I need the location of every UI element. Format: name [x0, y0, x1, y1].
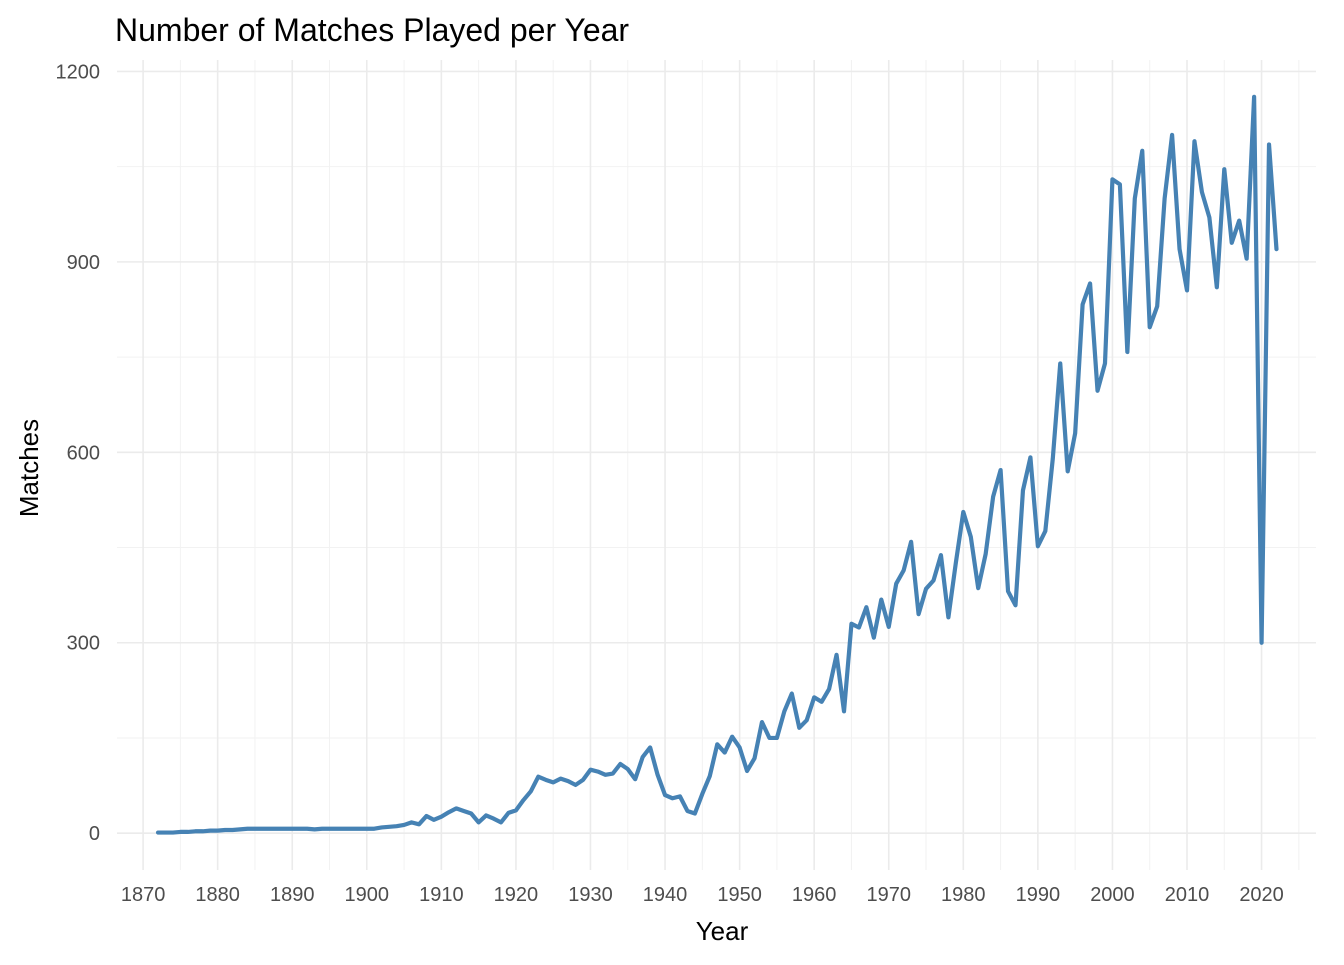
y-axis-title: Matches	[14, 419, 44, 517]
y-tick-label: 1200	[56, 61, 101, 83]
x-tick-label: 1900	[345, 884, 390, 906]
x-tick-label: 1920	[494, 884, 539, 906]
x-tick-label: 2020	[1239, 884, 1284, 906]
minor-gridlines	[117, 60, 1316, 870]
x-tick-label: 1940	[643, 884, 688, 906]
y-tick-label: 600	[67, 442, 100, 464]
x-tick-label: 1970	[866, 884, 911, 906]
x-tick-label: 1950	[717, 884, 762, 906]
x-tick-label: 1960	[792, 884, 837, 906]
x-tick-label: 1990	[1016, 884, 1061, 906]
x-tick-label: 1890	[270, 884, 315, 906]
y-tick-label: 300	[67, 633, 100, 655]
series-layer	[155, 94, 1279, 835]
x-axis-ticks: 1870 1880 1890 1900 1910 1920 1930 1940 1950 1960…	[121, 884, 1284, 906]
major-gridlines	[117, 60, 1316, 870]
x-tick-label: 1870	[121, 884, 166, 906]
x-tick-label: 1910	[419, 884, 464, 906]
x-tick-label: 2010	[1165, 884, 1210, 906]
matches-line	[155, 94, 1279, 835]
x-tick-label: 1880	[195, 884, 240, 906]
x-tick-label: 2000	[1090, 884, 1135, 906]
x-tick-label: 1930	[568, 884, 613, 906]
chart-title: Number of Matches Played per Year	[115, 12, 629, 48]
x-axis-title: Year	[696, 916, 749, 946]
y-tick-label: 900	[67, 252, 100, 274]
y-tick-label: 0	[89, 823, 100, 845]
x-tick-label: 1980	[941, 884, 986, 906]
y-axis-ticks: 0 300 600 900 1200	[56, 61, 101, 845]
